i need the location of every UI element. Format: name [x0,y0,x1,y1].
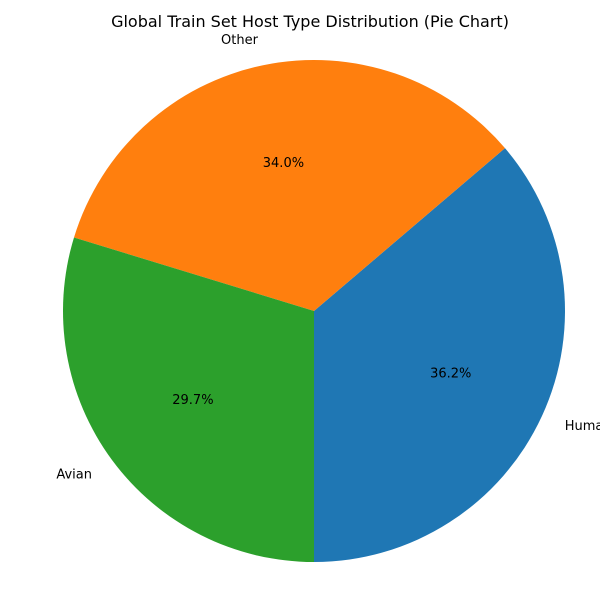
pie-slices [62,60,566,563]
slice-label-human: Human [565,419,600,434]
slice-percent-avian: 29.7% [172,393,213,408]
slice-percent-other: 34.0% [263,156,304,171]
pie-slice-avian [62,237,314,563]
pie-slice-human [314,148,566,562]
pie-slice-other [74,60,506,311]
slice-label-avian: Avian [56,468,92,483]
slice-label-other: Other [221,33,259,48]
slice-percent-human: 36.2% [430,367,471,382]
chart-title: Global Train Set Host Type Distribution … [111,12,509,31]
pie-labels: Human 36.2% Other 34.0% Avian 29.7% [56,33,600,483]
